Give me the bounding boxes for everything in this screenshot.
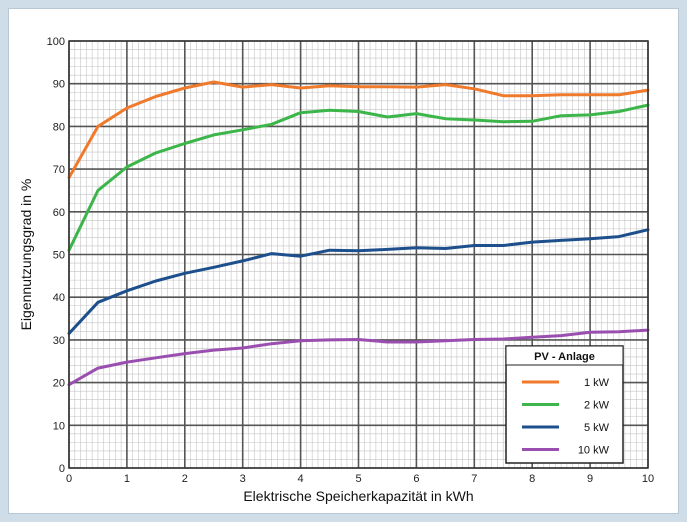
legend-label: 10 kW [578,445,610,457]
y-tick-label: 30 [53,335,65,347]
x-tick-label: 1 [124,473,130,485]
x-tick-label: 3 [240,473,246,485]
y-tick-label: 0 [59,463,65,475]
x-tick-labels: 0 1 2 3 4 5 6 7 8 9 10 [66,473,654,485]
y-tick-label: 50 [53,250,65,262]
series-line-2kw [67,103,650,252]
legend: PV - Anlage 1 kW 2 kW 5 kW 10 kW [505,345,624,464]
y-tick-label: 80 [53,121,65,133]
y-tick-label: 40 [53,292,65,304]
x-tick-label: 0 [66,473,72,485]
y-tick-label: 10 [53,420,65,432]
y-tick-labels: 0 10 20 30 40 50 60 70 80 90 100 [47,36,65,475]
x-tick-label: 4 [298,473,304,485]
x-tick-label: 10 [642,473,654,485]
series-layer [67,80,650,387]
x-tick-label: 9 [587,473,593,485]
legend-header [505,345,624,366]
legend-title: PV - Anlage [534,351,595,363]
x-tick-label: 6 [413,473,419,485]
line-chart: 0 1 2 3 4 5 6 7 8 9 10 0 10 20 30 40 50 60 70 80 90 100 Elek… [18,36,654,504]
y-tick-label: 90 [53,79,65,91]
x-tick-label: 5 [355,473,361,485]
legend-label: 2 kW [584,400,610,412]
legend-label: 5 kW [584,422,610,434]
series-line-10kw [67,328,650,387]
plot-area-border [68,40,649,469]
x-tick-label: 7 [471,473,477,485]
series-line-1kw [67,80,650,180]
series-line-5kw [67,228,650,335]
legend-label: 1 kW [584,377,610,389]
y-tick-label: 20 [53,378,65,390]
x-tick-label: 8 [529,473,535,485]
x-axis-label: Elektrische Speicherkapazität in kWh [243,488,473,504]
chart-panel: 0 1 2 3 4 5 6 7 8 9 10 0 10 20 30 40 50 60 70 80 90 100 Elek… [8,8,679,514]
y-axis-label: Eigennutzungsgrad in % [18,179,34,331]
y-tick-label: 100 [47,36,65,48]
y-tick-label: 70 [53,164,65,176]
y-tick-label: 60 [53,207,65,219]
x-tick-label: 2 [182,473,188,485]
legend-items: 1 kW 2 kW 5 kW 10 kW [522,377,610,457]
